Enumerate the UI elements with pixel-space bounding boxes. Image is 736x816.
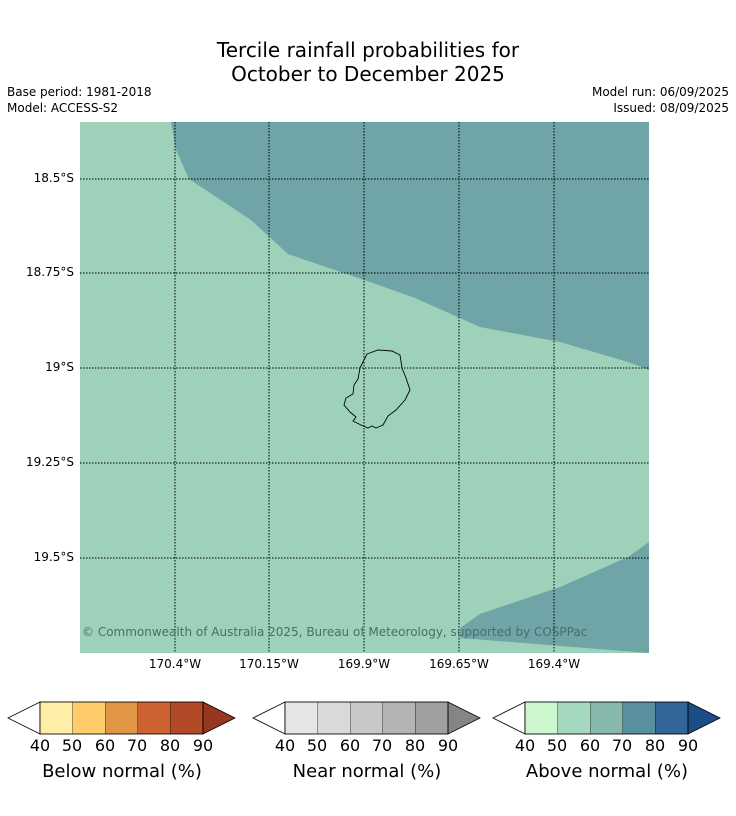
colorbar-segment — [415, 701, 449, 735]
lon-label: 169.4°W — [527, 657, 581, 671]
colorbar-tick: 50 — [306, 736, 328, 755]
colorbar-segment — [350, 701, 383, 735]
colorbar-segment — [524, 701, 558, 735]
lat-label: 19.25°S — [26, 455, 74, 469]
colorbar-tick: 50 — [61, 736, 83, 755]
colorbar-over-triangle — [202, 701, 236, 735]
lon-label: 170.4°W — [148, 657, 202, 671]
colorbar-outline — [524, 701, 689, 735]
title-line-2: October to December 2025 — [231, 62, 505, 86]
colorbar-tick: 90 — [192, 736, 214, 755]
colorbar-near-normal — [252, 701, 481, 735]
colorbar-tick: 40 — [29, 736, 51, 755]
lon-label: 169.65°W — [429, 657, 489, 671]
colorbar-segment — [284, 701, 318, 735]
colorbar-segment — [557, 701, 591, 735]
colorbar-tick: 40 — [514, 736, 536, 755]
legend-label: Below normal (%) — [42, 761, 202, 782]
colorbar-segment — [72, 701, 106, 735]
colorbar-tick: 90 — [677, 736, 699, 755]
niue-coastline — [343, 349, 411, 429]
title-line-1: Tercile rainfall probabilities for — [216, 38, 520, 62]
lat-label: 18.5°S — [33, 171, 74, 185]
legend-label: Above normal (%) — [525, 761, 689, 782]
colorbar-tick: 60 — [579, 736, 601, 755]
colorbar-segment — [137, 701, 171, 735]
probability-map — [80, 122, 649, 653]
colorbar-segment — [655, 701, 689, 735]
colorbar-under-triangle — [7, 701, 41, 735]
base-period-text: Base period: 1981-2018 — [7, 85, 152, 99]
colorbar-segment — [622, 701, 656, 735]
lat-label: 19°S — [45, 360, 74, 374]
lon-label: 170.15°W — [239, 657, 299, 671]
model-text: Model: ACCESS-S2 — [7, 101, 119, 115]
map-title: Tercile rainfall probabilities for Octob… — [0, 38, 736, 86]
colorbar-tick: 60 — [94, 736, 116, 755]
colorbar-tick: 80 — [644, 736, 666, 755]
colorbar-tick: 40 — [274, 736, 296, 755]
colorbar-segment — [39, 701, 73, 735]
model-run-text: Model run: 06/09/2025 — [591, 85, 729, 99]
colorbar-tick: 80 — [159, 736, 181, 755]
colorbar-under-triangle — [492, 701, 526, 735]
colorbar-segment — [317, 701, 351, 735]
above-60-70-region-north — [171, 122, 649, 370]
colorbar-below-normal — [7, 701, 236, 735]
copyright-notice: © Commonwealth of Australia 2025, Bureau… — [82, 625, 588, 639]
graticule — [80, 122, 649, 653]
colorbar-under-triangle — [252, 701, 286, 735]
legend-label: Near normal (%) — [292, 761, 442, 782]
issued-text: Issued: 08/09/2025 — [613, 101, 729, 115]
colorbar-tick: 70 — [371, 736, 393, 755]
lat-label: 19.5°S — [33, 550, 74, 564]
colorbar-tick: 80 — [404, 736, 426, 755]
colorbar-over-triangle — [687, 701, 721, 735]
colorbar-tick: 60 — [339, 736, 361, 755]
colorbar-tick: 90 — [437, 736, 459, 755]
colorbar-outline — [39, 701, 204, 735]
colorbar-segment — [170, 701, 204, 735]
colorbar-segment — [590, 701, 623, 735]
lat-label: 18.75°S — [26, 265, 74, 279]
colorbar-tick: 70 — [611, 736, 633, 755]
colorbar-above-normal — [492, 701, 721, 735]
colorbar-tick: 70 — [126, 736, 148, 755]
lon-label: 169.9°W — [337, 657, 391, 671]
colorbar-segment — [105, 701, 138, 735]
colorbar-tick: 50 — [546, 736, 568, 755]
colorbar-segment — [382, 701, 416, 735]
colorbar-outline — [284, 701, 449, 735]
meta-right: Model run: 06/09/2025 Issued: 08/09/2025 — [592, 84, 729, 116]
colorbar-over-triangle — [447, 701, 481, 735]
meta-left: Base period: 1981-2018 Model: ACCESS-S2 — [7, 84, 152, 116]
